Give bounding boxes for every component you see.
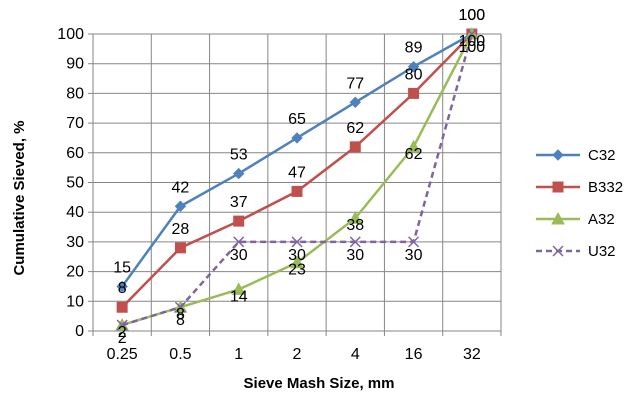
x-tick-label: 0.25 bbox=[107, 346, 138, 363]
data-point-u32 bbox=[291, 236, 303, 248]
data-label-b332: 37 bbox=[230, 194, 248, 211]
data-label-b332: 100 bbox=[459, 7, 486, 24]
legend-marker bbox=[552, 181, 564, 193]
data-point-a32 bbox=[348, 211, 363, 224]
data-point-b332 bbox=[349, 141, 361, 153]
gridlines bbox=[93, 33, 502, 331]
y-tick-label: 80 bbox=[66, 85, 84, 102]
data-label-u32: 30 bbox=[405, 247, 423, 264]
y-tick-label: 100 bbox=[57, 26, 84, 43]
data-label-a32: 14 bbox=[230, 288, 248, 305]
x-tick-label: 4 bbox=[351, 346, 360, 363]
data-point-u32 bbox=[349, 236, 361, 248]
data-point-b332 bbox=[233, 215, 245, 227]
x-tick-label: 1 bbox=[234, 346, 243, 363]
y-tick-label: 0 bbox=[75, 323, 84, 340]
data-label-a32: 100 bbox=[459, 33, 486, 50]
legend-item-u32: U32 bbox=[536, 243, 616, 260]
data-label-a32: 62 bbox=[405, 146, 423, 163]
legend-label: B332 bbox=[588, 179, 623, 196]
y-tick-label: 50 bbox=[66, 175, 84, 192]
y-tick-label: 60 bbox=[66, 145, 84, 162]
y-tick-label: 20 bbox=[66, 264, 84, 281]
legend-label: C32 bbox=[588, 147, 616, 164]
data-label-b332: 62 bbox=[346, 120, 364, 137]
x-axis-title: Sieve Mash Size, mm bbox=[244, 375, 395, 392]
data-point-c32 bbox=[407, 60, 420, 73]
data-point-u32 bbox=[116, 319, 128, 331]
data-point-c32 bbox=[233, 167, 245, 180]
series-lines bbox=[115, 26, 479, 331]
data-label-a32: 8 bbox=[176, 306, 185, 323]
data-label-b332: 28 bbox=[172, 221, 190, 238]
data-point-c32 bbox=[116, 280, 128, 293]
data-label-c32: 42 bbox=[172, 179, 190, 196]
data-label-c32: 89 bbox=[405, 40, 423, 57]
data-point-b332 bbox=[291, 185, 303, 197]
y-tick-label: 40 bbox=[66, 204, 84, 221]
data-label-b332: 8 bbox=[118, 280, 127, 297]
data-point-b332 bbox=[116, 301, 128, 313]
data-point-a32 bbox=[231, 282, 246, 295]
legend: C32 B332 A32 U32 bbox=[536, 147, 623, 260]
data-label-a32: 2 bbox=[118, 324, 127, 341]
data-label-u32: 100 bbox=[459, 39, 486, 56]
data-label-c32: 15 bbox=[113, 259, 131, 276]
y-tick-label: 10 bbox=[66, 293, 84, 310]
legend-marker bbox=[552, 245, 564, 257]
data-point-a32 bbox=[406, 139, 421, 153]
data-label-a32: 38 bbox=[346, 217, 364, 234]
y-tick-label: 30 bbox=[66, 234, 84, 251]
legend-label: U32 bbox=[588, 243, 616, 260]
y-tick-label: 70 bbox=[66, 115, 84, 132]
y-axis-title: Cumulative Sieved, % bbox=[11, 120, 28, 275]
y-tick-label: 90 bbox=[66, 56, 84, 73]
x-tick-label: 2 bbox=[293, 346, 302, 363]
data-point-b332 bbox=[408, 87, 420, 99]
data-point-u32 bbox=[174, 301, 186, 313]
data-point-a32 bbox=[290, 255, 304, 269]
legend-label: A32 bbox=[588, 211, 615, 228]
legend-marker bbox=[552, 149, 564, 161]
data-point-c32 bbox=[349, 96, 361, 109]
data-label-c32: 53 bbox=[230, 147, 248, 164]
data-label-c32: 65 bbox=[288, 111, 306, 128]
legend-marker bbox=[551, 211, 565, 225]
data-label-c32: 100 bbox=[459, 7, 486, 24]
data-label-c32: 77 bbox=[346, 75, 364, 92]
data-label-u32: 30 bbox=[346, 247, 364, 264]
data-point-c32 bbox=[291, 132, 303, 144]
data-label-u32: 8 bbox=[176, 312, 185, 329]
data-point-c32 bbox=[174, 200, 187, 212]
legend-item-b332: B332 bbox=[536, 179, 623, 196]
data-point-u32 bbox=[408, 236, 420, 248]
data-label-u32: 30 bbox=[230, 247, 248, 264]
data-point-u32 bbox=[233, 236, 245, 248]
legend-item-c32: C32 bbox=[536, 147, 616, 164]
data-point-b332 bbox=[174, 242, 186, 254]
data-label-u32: 2 bbox=[118, 330, 127, 347]
data-point-u32 bbox=[466, 28, 478, 40]
data-label-a32: 23 bbox=[288, 262, 306, 279]
data-labels: 1542536577891008283747628010028142338621… bbox=[113, 7, 485, 347]
data-label-u32: 30 bbox=[288, 247, 306, 264]
x-tick-label: 32 bbox=[463, 346, 481, 363]
axes: 0 10 20 30 40 50 60 70 80 90 100 0.25 0.5 1 2 4 16 32 bbox=[57, 26, 502, 363]
data-label-b332: 80 bbox=[405, 66, 423, 83]
x-tick-label: 16 bbox=[405, 346, 423, 363]
x-tick-label: 0.5 bbox=[169, 346, 191, 363]
legend-item-a32: A32 bbox=[536, 211, 615, 228]
data-label-b332: 47 bbox=[288, 164, 306, 181]
